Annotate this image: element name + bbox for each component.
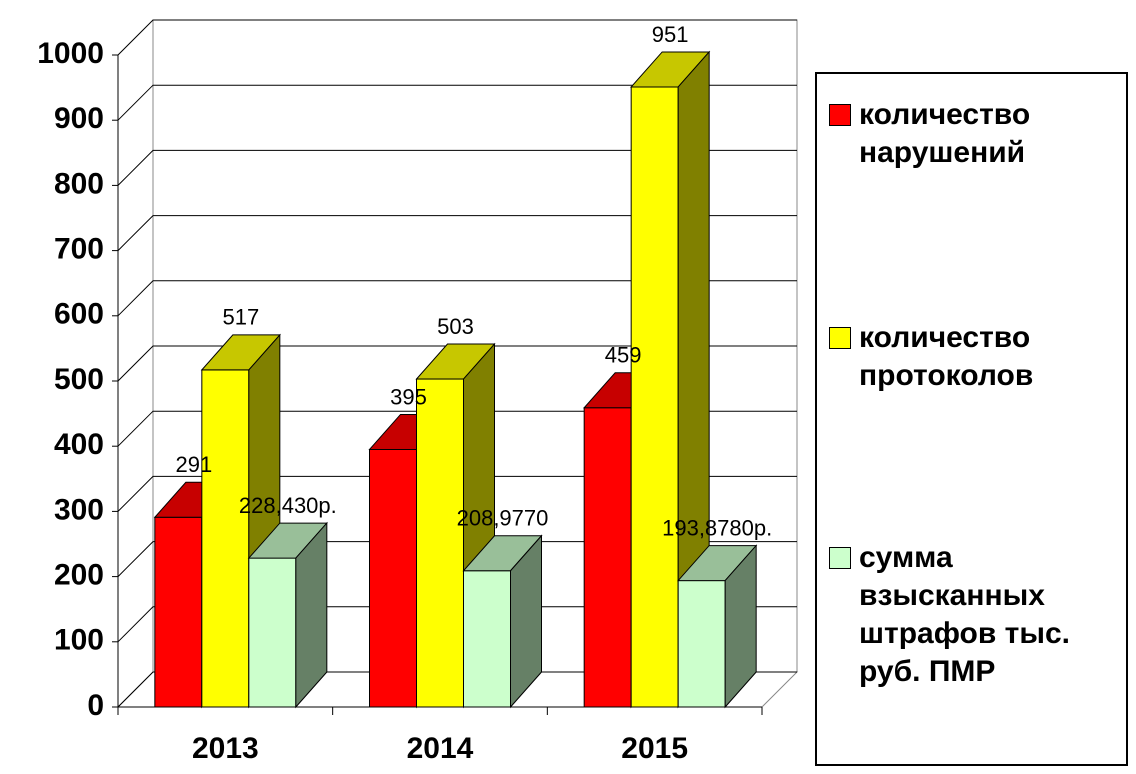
x-tick-label: 2014 <box>407 732 474 765</box>
bar <box>677 544 758 709</box>
grid-line <box>117 671 797 708</box>
legend-label: количество протоколов <box>859 321 1034 392</box>
grid-line <box>117 345 797 382</box>
bar-side <box>295 521 328 709</box>
grid-line <box>117 84 797 121</box>
y-tick-label: 200 <box>54 559 104 592</box>
bar-front <box>369 448 417 708</box>
y-tick-label: 800 <box>54 167 104 200</box>
x-tick-label: 2013 <box>192 732 259 765</box>
value-label: 503 <box>437 314 474 339</box>
bar-side <box>510 534 542 709</box>
grid-line <box>117 606 797 643</box>
value-label: 459 <box>605 343 642 368</box>
y-tick-label: 700 <box>54 233 104 266</box>
value-label: 291 <box>175 452 212 477</box>
grid-line <box>117 280 797 317</box>
bar-front <box>583 407 632 708</box>
y-tick-label: 500 <box>54 363 104 396</box>
legend-swatch <box>829 547 851 569</box>
legend: количество нарушений количество протоколо… <box>815 72 1128 766</box>
value-label: 951 <box>652 22 689 47</box>
bar <box>462 534 543 709</box>
y-tick-label: 100 <box>54 624 104 657</box>
bar-front <box>416 378 464 708</box>
y-tick-label: 0 <box>87 689 104 722</box>
y-tick-label: 400 <box>54 428 104 461</box>
bar-front <box>463 570 511 708</box>
chart: 0 100 200 300 400 500 600 700 800 900 1000 2013 291 5… <box>37 19 799 765</box>
y-tick-label: 900 <box>54 102 104 135</box>
legend-swatch <box>829 327 851 349</box>
grid-line <box>117 215 797 251</box>
bar <box>630 50 711 709</box>
legend-entry: сумма взысканных штрафов тыс. руб. ПМР <box>829 539 1109 691</box>
value-label: 395 <box>390 384 427 409</box>
x-tick-label: 2015 <box>621 732 688 765</box>
legend-swatch <box>829 104 851 126</box>
value-label: 228,430р. <box>239 493 337 518</box>
legend-entry: количество протоколов <box>829 319 1109 395</box>
bar <box>247 521 328 709</box>
grid-line <box>117 541 797 577</box>
grid-line <box>117 475 797 512</box>
value-label: 517 <box>222 305 259 330</box>
value-label: 208,9770 <box>457 506 549 531</box>
bar-front <box>248 557 297 708</box>
bar-front <box>154 516 203 708</box>
bar-front <box>677 580 726 708</box>
y-tick-label: 600 <box>54 298 104 331</box>
legend-label: сумма взысканных штрафов тыс. руб. ПМР <box>859 541 1070 688</box>
legend-entry: количество нарушений <box>829 96 1109 172</box>
value-label: 193,8780р. <box>662 515 772 540</box>
grid-line <box>117 19 797 56</box>
bar-side <box>724 544 757 709</box>
y-tick-label: 1000 <box>37 37 104 70</box>
grid-line <box>117 410 797 447</box>
legend-label: количество нарушений <box>859 98 1031 169</box>
bar-front <box>201 369 250 708</box>
grid-line <box>117 149 797 186</box>
bar-front <box>630 86 679 708</box>
y-tick-label: 300 <box>54 493 104 526</box>
